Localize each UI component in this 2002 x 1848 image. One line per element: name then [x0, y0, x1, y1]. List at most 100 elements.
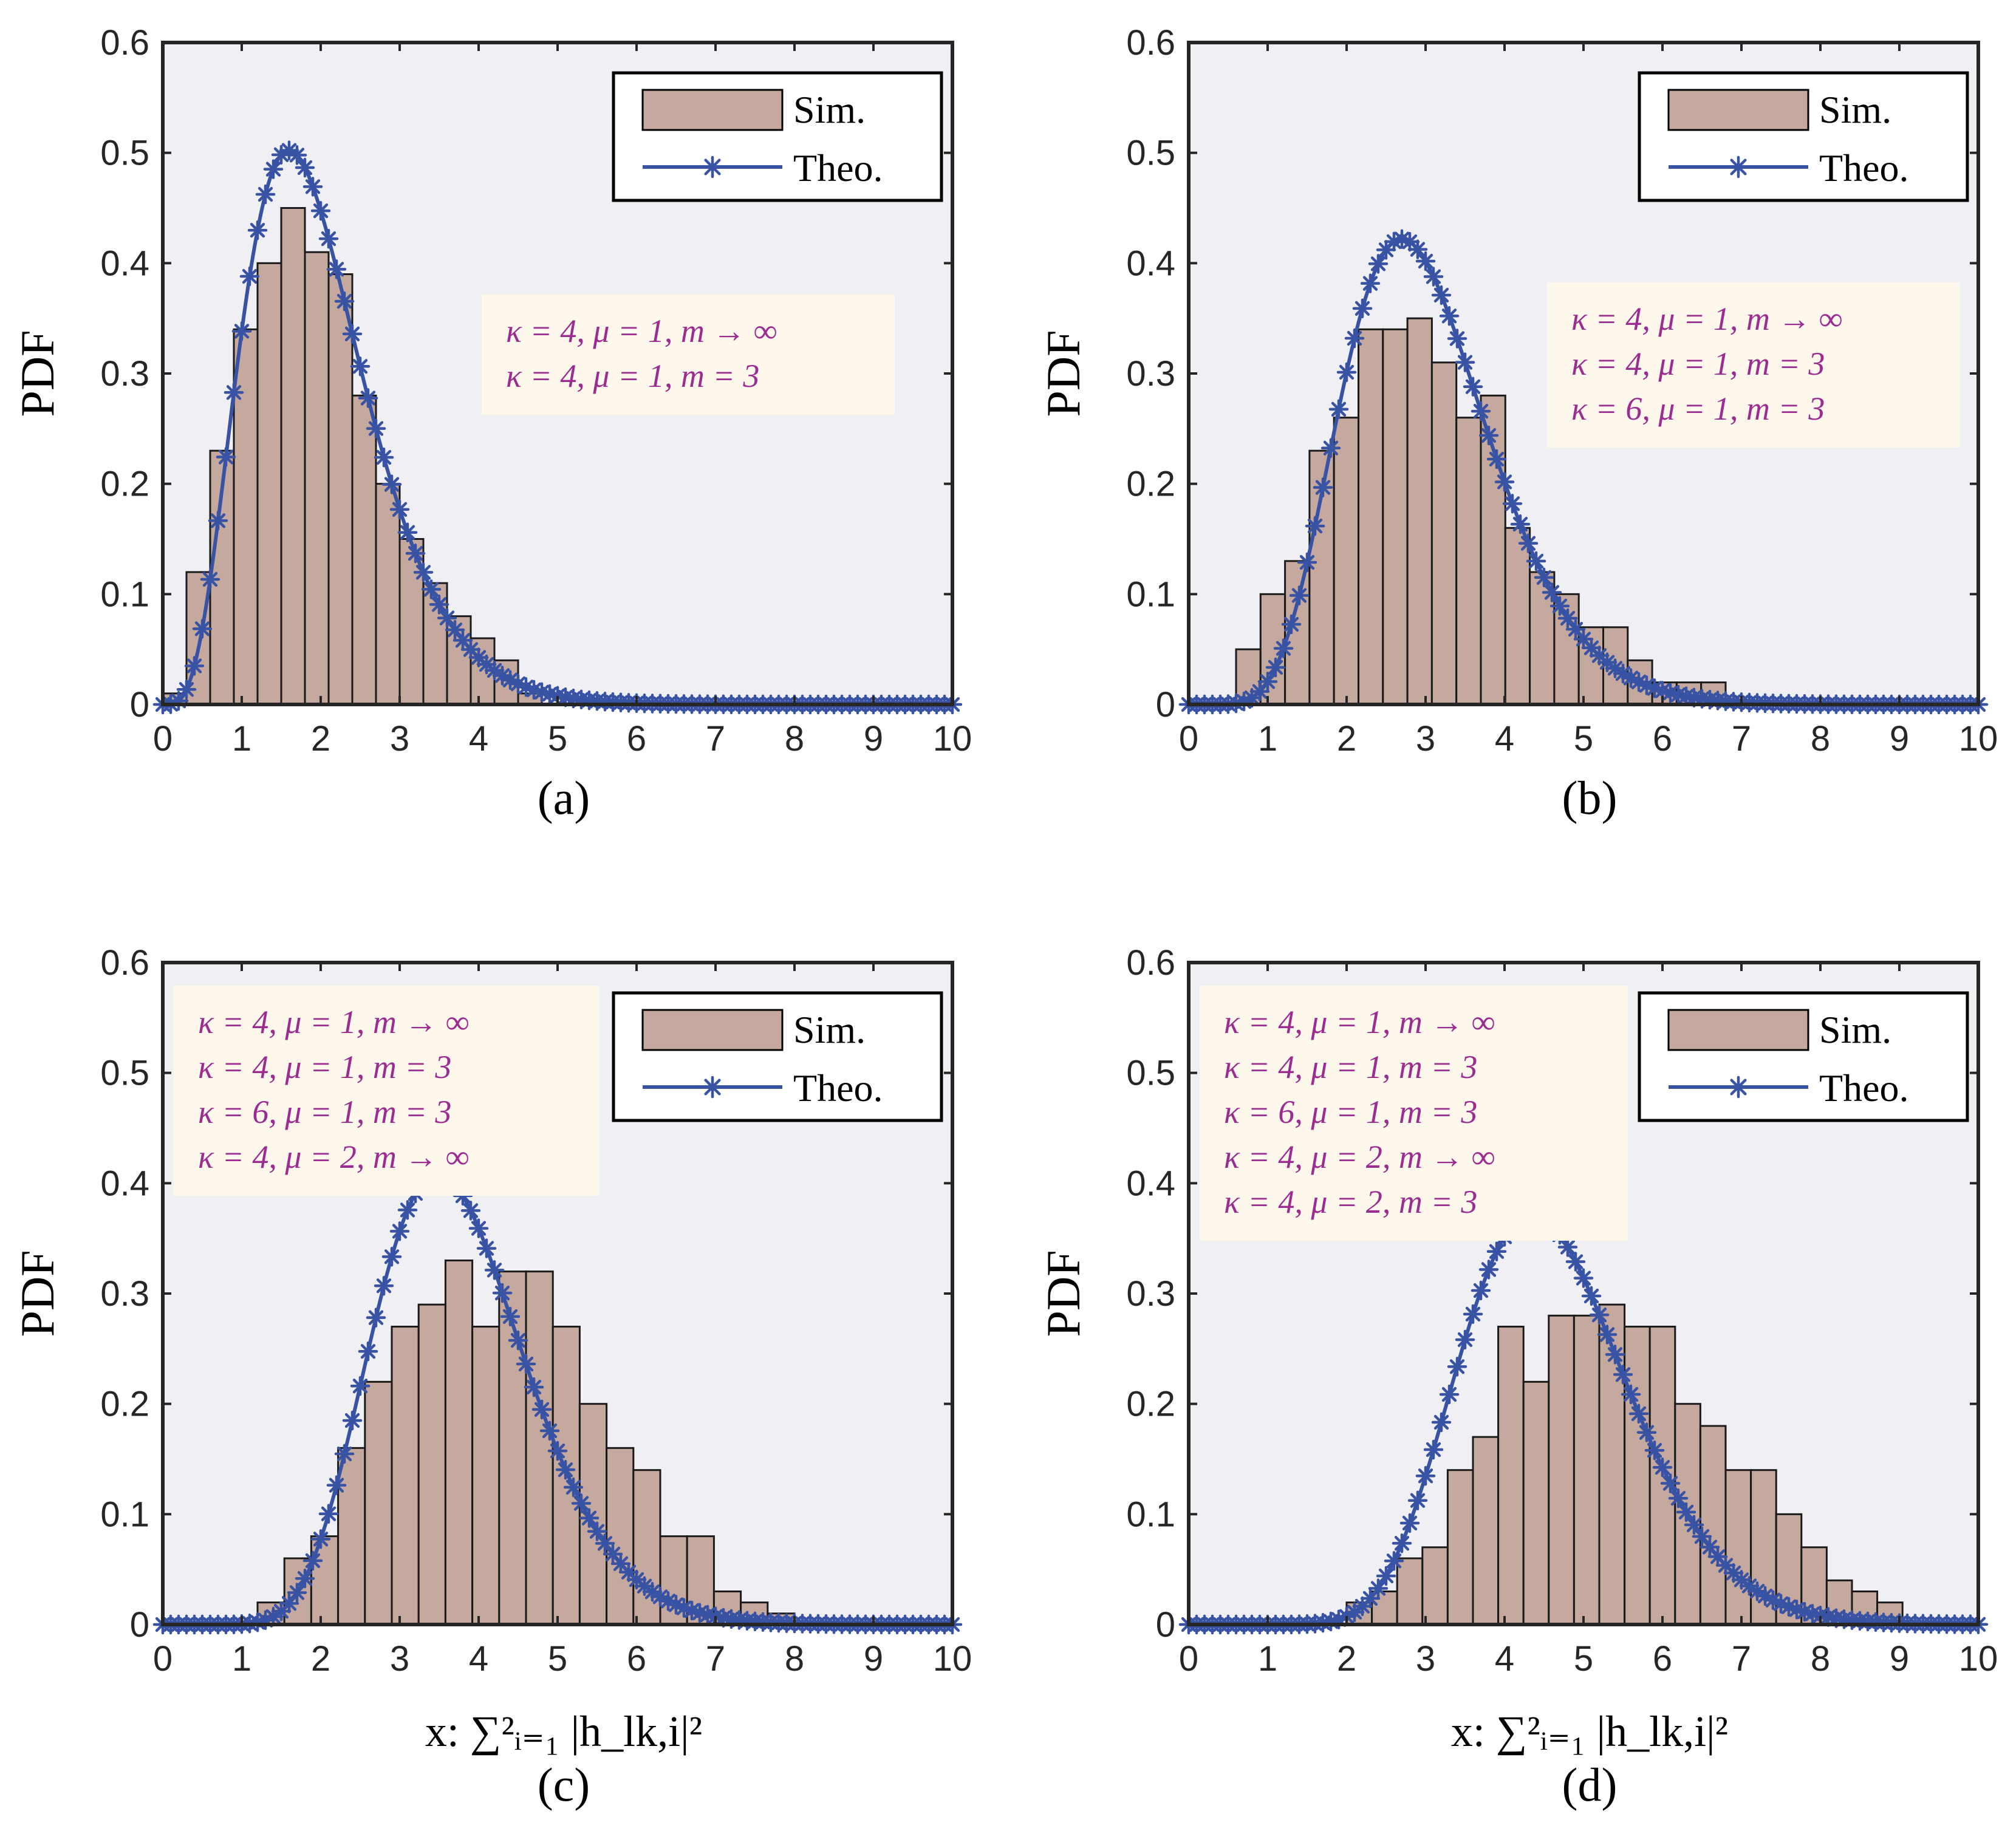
marker-stroke — [408, 546, 423, 561]
marker-stroke — [494, 1285, 510, 1301]
marker-stroke — [1583, 640, 1599, 655]
y-axis-label: PDF — [11, 1250, 64, 1337]
theory-marker — [1526, 551, 1546, 571]
marker-stroke — [487, 1263, 502, 1278]
marker-stroke — [487, 663, 502, 678]
marker-stroke — [376, 449, 392, 465]
theory-marker — [547, 1441, 568, 1461]
theory-marker — [1605, 1345, 1625, 1365]
theory-marker — [531, 1399, 552, 1420]
y-axis-label: PDF — [11, 330, 64, 417]
theory-marker — [1518, 533, 1539, 553]
annotation-line: κ = 4, μ = 1, m → ∞ — [198, 1004, 469, 1040]
marker-stroke — [1370, 1581, 1386, 1596]
marker-stroke — [218, 449, 234, 465]
marker-stroke — [1481, 428, 1497, 443]
marker-stroke — [1489, 451, 1505, 467]
theory-marker — [176, 680, 197, 700]
x-tick-label: 5 — [548, 719, 567, 759]
theory-marker — [168, 690, 189, 711]
theory-marker — [318, 228, 339, 249]
theory-marker — [208, 511, 228, 531]
theory-marker — [1344, 328, 1365, 349]
histogram-bar — [498, 1270, 527, 1626]
theory-marker — [1273, 638, 1294, 658]
marker-stroke — [344, 326, 360, 341]
y-tick-label: 0.2 — [1126, 1385, 1175, 1424]
theory-marker — [287, 145, 307, 165]
marker-stroke — [1441, 1386, 1457, 1402]
theory-marker — [1502, 494, 1523, 514]
theory-marker — [342, 1410, 363, 1431]
x-axis: 0 1 2 3 4 5 6 7 8 9 10 — [1179, 963, 1998, 1679]
marker-stroke — [644, 1584, 660, 1600]
theory-marker — [1636, 1422, 1657, 1442]
histogram-bars — [162, 207, 543, 706]
marker-stroke — [668, 1597, 684, 1612]
chart-panel-a: 0 1 2 3 4 5 6 7 8 9 10 0 0.1 0.2 0.3 0.4 0.5 0.6 PDF Sim. Th… — [11, 23, 972, 824]
histogram-bar — [256, 262, 282, 706]
y-axis: 0 0.1 0.2 0.3 0.4 0.5 0.6 — [1126, 23, 1978, 725]
marker-stroke — [1639, 678, 1655, 693]
annotation-line: κ = 4, μ = 1, m = 3 — [506, 358, 759, 394]
marker-stroke — [1378, 1568, 1394, 1584]
y-tick-label: 0 — [130, 1605, 149, 1645]
theory-marker — [1471, 1280, 1491, 1301]
marker-stroke — [621, 1564, 637, 1580]
marker-stroke — [1457, 355, 1473, 370]
y-tick-label: 0.3 — [100, 354, 149, 394]
x-tick-label: 4 — [469, 719, 488, 759]
histogram-bar — [1548, 1314, 1575, 1626]
marker-stroke — [1773, 1596, 1789, 1611]
panel-caption: (c) — [538, 1758, 590, 1811]
marker-stroke — [368, 421, 384, 436]
theory-marker — [445, 619, 465, 640]
marker-stroke — [297, 160, 313, 176]
marker-stroke — [1741, 1578, 1757, 1594]
annotation-line: κ = 4, μ = 2, m = 3 — [1224, 1184, 1477, 1220]
chart-panel-b: 0 1 2 3 4 5 6 7 8 9 10 0 0.1 0.2 0.3 0.4 0.5 0.6 PDF Sim. Th… — [1037, 23, 1998, 824]
x-axis-label: x: ∑²ᵢ₌₁ |h_lk,i|² — [1451, 1707, 1728, 1756]
histogram-bar — [1497, 1326, 1525, 1626]
marker-stroke — [1489, 1244, 1505, 1259]
theory-marker — [192, 619, 213, 639]
marker-stroke — [1730, 159, 1747, 176]
marker-stroke — [1481, 1262, 1497, 1277]
theory-marker — [1565, 1252, 1586, 1272]
marker-stroke — [226, 385, 242, 400]
x-tick-label: 1 — [1258, 1639, 1277, 1679]
theory-marker — [1423, 267, 1444, 287]
marker-stroke — [1260, 674, 1276, 689]
marker-stroke — [329, 1478, 344, 1493]
histogram-bar — [1421, 1546, 1449, 1626]
theory-marker — [358, 388, 378, 408]
x-tick-label: 0 — [153, 1639, 173, 1679]
marker-stroke — [281, 1596, 297, 1611]
theory-marker — [1486, 449, 1507, 469]
marker-stroke — [479, 1241, 494, 1256]
marker-stroke — [1655, 1460, 1670, 1475]
marker-stroke — [368, 1310, 384, 1325]
y-tick-label: 0.1 — [1126, 575, 1175, 614]
marker-stroke — [455, 633, 471, 648]
theory-marker — [1478, 425, 1499, 446]
theory-marker — [1597, 1325, 1618, 1345]
marker-stroke — [242, 268, 258, 284]
x-tick-label: 3 — [1416, 719, 1435, 759]
annotation-line: κ = 4, μ = 1, m → ∞ — [1571, 301, 1842, 337]
marker-stroke — [1749, 1584, 1765, 1599]
annotation: κ = 4, μ = 1, m → ∞ κ = 4, μ = 1, m = 3 κ … — [174, 986, 599, 1196]
theory-marker — [350, 1376, 371, 1396]
marker-stroke — [1418, 253, 1433, 269]
marker-stroke — [1662, 1476, 1678, 1491]
x-tick-label: 9 — [864, 1639, 883, 1679]
marker-stroke — [637, 1578, 652, 1594]
x-tick-label: 8 — [1811, 719, 1830, 759]
theory-marker — [389, 499, 410, 520]
marker-stroke — [526, 1379, 542, 1395]
marker-stroke — [1362, 1591, 1378, 1606]
theory-marker — [508, 673, 528, 694]
marker-stroke — [1410, 242, 1426, 257]
marker-stroke — [1631, 1406, 1647, 1422]
annotation-line: κ = 4, μ = 1, m = 3 — [1224, 1049, 1477, 1085]
